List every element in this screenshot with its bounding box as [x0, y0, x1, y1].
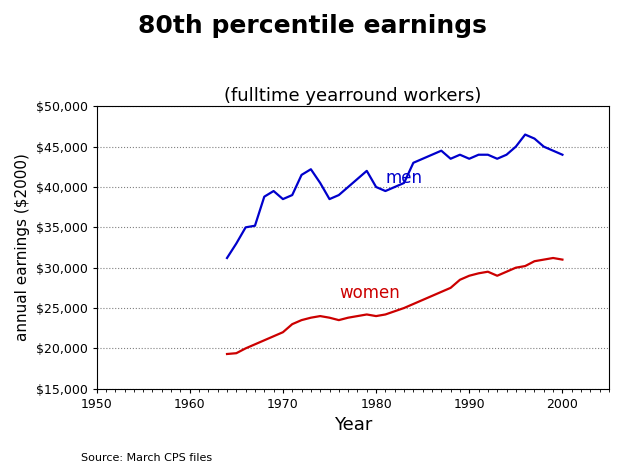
Title: (fulltime yearround workers): (fulltime yearround workers) [224, 87, 482, 105]
Y-axis label: annual earnings ($2000): annual earnings ($2000) [15, 154, 30, 342]
Text: women: women [339, 285, 399, 302]
Text: 80th percentile earnings: 80th percentile earnings [137, 14, 487, 38]
Text: men: men [386, 169, 422, 187]
X-axis label: Year: Year [334, 416, 372, 434]
Text: Source: March CPS files: Source: March CPS files [81, 453, 212, 463]
